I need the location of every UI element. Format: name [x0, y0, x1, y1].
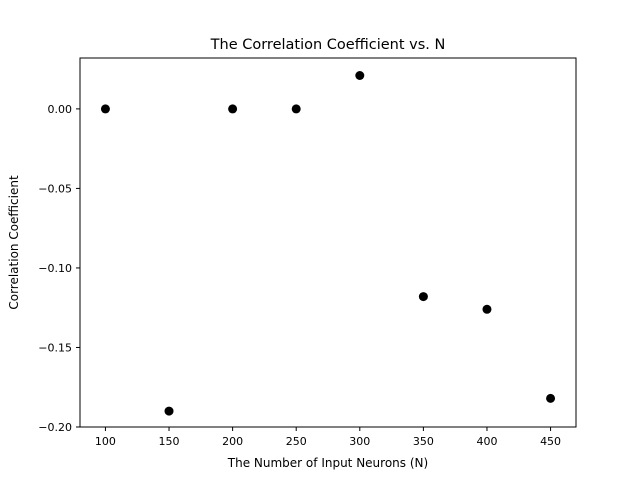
x-tick-label: 400 [476, 435, 497, 448]
chart-title: The Correlation Coefficient vs. N [210, 37, 446, 53]
data-point [482, 304, 492, 314]
x-tick-label: 150 [159, 435, 180, 448]
y-tick-label: −0.15 [38, 341, 72, 354]
y-axis-label: Correlation Coefficient [7, 175, 21, 310]
x-tick-label: 200 [222, 435, 243, 448]
x-tick-label: 350 [413, 435, 434, 448]
data-point [355, 70, 365, 80]
y-tick-label: 0.00 [48, 103, 73, 116]
plot-area [79, 57, 577, 428]
x-tick-label: 300 [349, 435, 370, 448]
x-axis-label: The Number of Input Neurons (N) [227, 456, 428, 470]
data-point [546, 393, 556, 403]
x-tick-label: 250 [286, 435, 307, 448]
y-axis: −0.20 −0.15 −0.10 −0.05 0.00 [38, 103, 80, 434]
x-tick-label: 450 [540, 435, 561, 448]
data-point [100, 104, 110, 114]
data-point [228, 104, 238, 114]
y-tick-label: −0.20 [38, 421, 72, 434]
data-point [164, 406, 174, 416]
y-tick-label: −0.05 [38, 182, 72, 195]
x-tick-label: 100 [95, 435, 116, 448]
data-point [418, 292, 428, 302]
data-points [100, 70, 556, 416]
y-tick-label: −0.10 [38, 262, 72, 275]
x-axis: 100 150 200 250 300 350 400 450 [95, 427, 561, 448]
data-point [291, 104, 301, 114]
